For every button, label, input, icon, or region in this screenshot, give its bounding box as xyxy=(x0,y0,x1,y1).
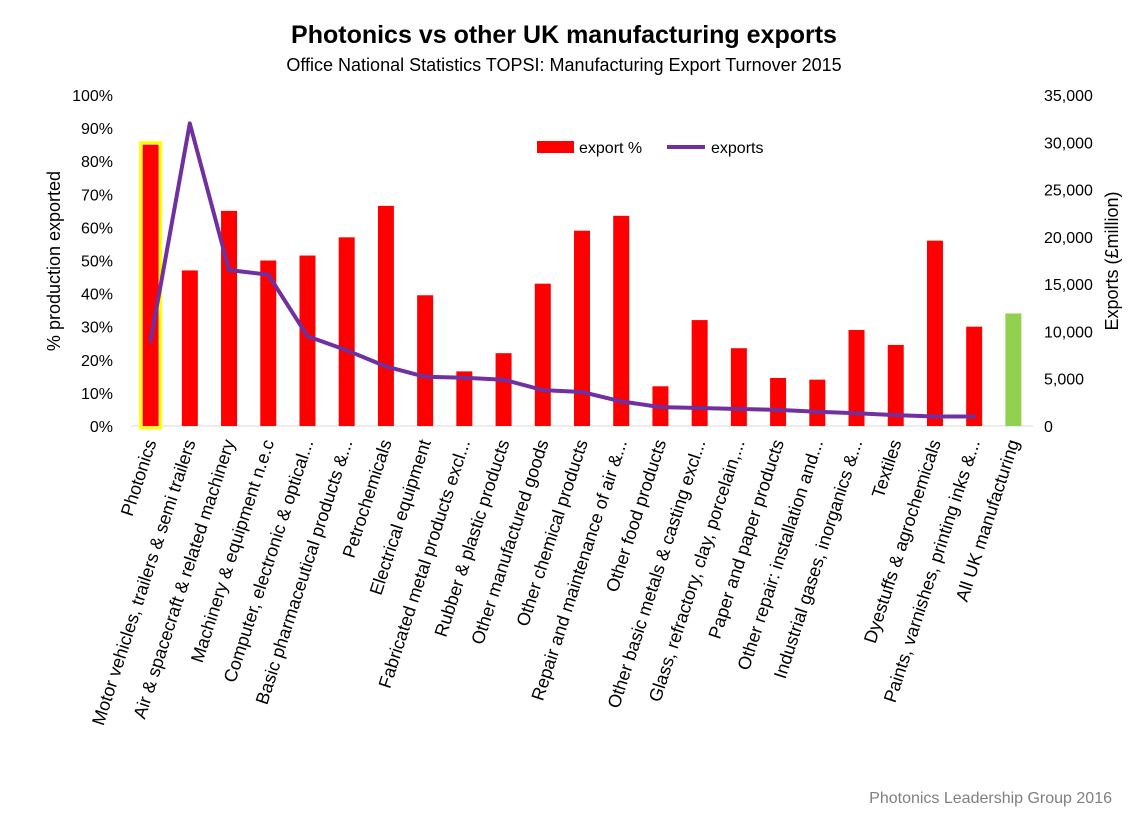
plot-area: 0% 10% 20% 30% 40% 50% 60% 70% 80% 90% 100% 0 5,000 1… xyxy=(72,88,1093,728)
bar-export-pct xyxy=(691,320,708,426)
bar-export-pct xyxy=(260,260,277,426)
bar-export-pct xyxy=(495,353,512,426)
legend: export % exports xyxy=(537,140,763,157)
bar-export-pct xyxy=(926,240,943,426)
y-tick-label: 30% xyxy=(81,320,113,337)
bar-export-pct xyxy=(730,348,747,426)
y-tick-label: 40% xyxy=(81,287,113,304)
bar-export-pct xyxy=(613,215,630,426)
bar-export-pct xyxy=(809,379,826,426)
credit-text: Photonics Leadership Group 2016 xyxy=(869,790,1112,807)
y-axis-title: % production exported xyxy=(44,171,64,351)
bar-export-pct xyxy=(142,144,159,426)
y2-axis-title: Exports (£million) xyxy=(1102,191,1122,330)
y-tick-label: 70% xyxy=(81,187,113,204)
bar-export-pct xyxy=(417,295,434,426)
y-tick-label: 90% xyxy=(81,121,113,138)
y-tick-label: 0% xyxy=(90,419,113,436)
y2-tick-label: 15,000 xyxy=(1044,277,1093,294)
bar-export-pct xyxy=(574,230,590,426)
y-tick-label: 80% xyxy=(81,154,113,171)
y-tick-label: 50% xyxy=(81,254,113,271)
bar-export-pct xyxy=(534,283,551,426)
legend-label-export-pct: export % xyxy=(579,140,642,157)
y2-tick-label: 20,000 xyxy=(1044,230,1093,247)
y2-tick-label: 0 xyxy=(1044,419,1053,436)
legend-label-exports: exports xyxy=(711,140,763,157)
bar-export-pct xyxy=(299,255,316,426)
chart-title: Photonics vs other UK manufacturing expo… xyxy=(291,21,837,49)
y2-tick-label: 30,000 xyxy=(1044,135,1093,152)
y-tick-label: 10% xyxy=(81,386,113,403)
y2-tick-label: 35,000 xyxy=(1044,88,1093,105)
bar-export-pct xyxy=(966,326,983,426)
y2-tick-label: 5,000 xyxy=(1044,372,1084,389)
y2-tick-label: 10,000 xyxy=(1044,324,1093,341)
bar-export-pct xyxy=(848,330,865,426)
chart-subtitle: Office National Statistics TOPSI: Manufa… xyxy=(286,55,841,75)
x-category-label: Photonics xyxy=(117,437,160,518)
legend-swatch-export-pct xyxy=(537,141,574,153)
bar-export-pct xyxy=(181,270,198,426)
bar-export-pct xyxy=(338,237,355,426)
y-tick-label: 100% xyxy=(72,88,113,105)
x-category-label: Textiles xyxy=(868,437,906,500)
bar-export-pct xyxy=(456,371,473,426)
bar-export-pct xyxy=(887,344,904,426)
bar-export-pct xyxy=(377,205,394,426)
y-tick-label: 60% xyxy=(81,220,113,237)
bar-export-pct xyxy=(1005,313,1022,426)
bar-export-pct xyxy=(770,378,787,426)
bar-export-pct xyxy=(221,210,238,426)
line-exports xyxy=(148,121,977,419)
y2-tick-label: 25,000 xyxy=(1044,183,1093,200)
y-tick-label: 20% xyxy=(81,353,113,370)
